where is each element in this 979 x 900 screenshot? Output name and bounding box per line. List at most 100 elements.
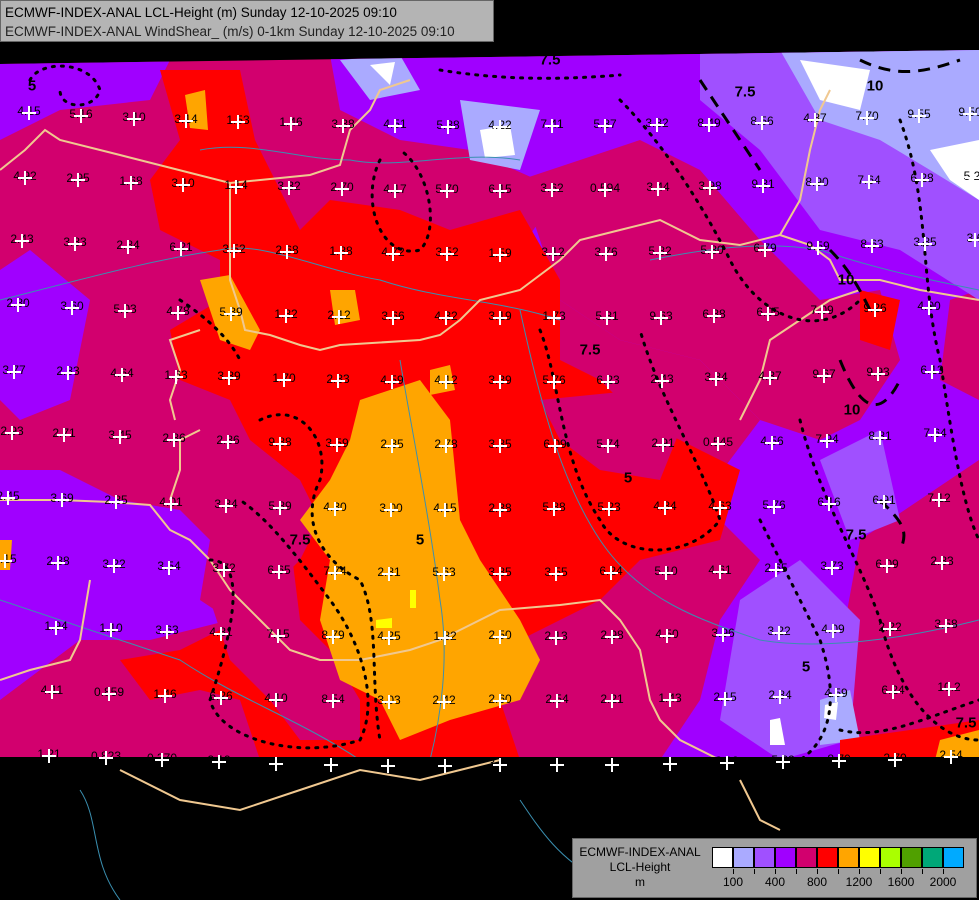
outside-borders [119,759,781,831]
station-plus-icon [386,247,400,261]
station-plus-icon [965,171,979,185]
station-plus-icon [817,369,831,383]
legend-tick [817,869,818,874]
station-plus-icon [269,693,283,707]
legend-tick [880,869,881,874]
station-plus-icon [601,439,615,453]
lcl-field [0,50,979,768]
station-plus-icon [282,181,296,195]
station-plus-icon [811,241,825,255]
station-plus-icon [832,754,846,768]
field-purple-west [0,470,230,700]
station-plus-icon [113,430,127,444]
station-plus-icon [873,431,887,445]
station-plus-icon [273,437,287,451]
legend-swatch [880,847,901,868]
station-plus-icon [826,624,840,638]
station-plus-icon [171,306,185,320]
legend-swatch [859,847,880,868]
field-orange-core [300,380,540,740]
station-plus-icon [918,237,932,251]
station-plus-icon [439,311,453,325]
station-plus-icon [765,436,779,450]
station-plus-icon [865,239,879,253]
station-plus-icon [326,694,340,708]
station-plus-icon [716,628,730,642]
station-plus-icon [0,554,12,568]
station-plus-icon [658,501,672,515]
station-plus-icon [935,556,949,570]
station-plus-icon [155,753,169,767]
station-plus-icon [160,625,174,639]
station-plus-icon [22,106,36,120]
legend-tick-label: 100 [722,875,744,889]
station-plus-icon [915,173,929,187]
station-plus-icon [547,502,561,516]
station-plus-icon [1,491,15,505]
windshear-contours-dashed [698,58,961,551]
station-plus-icon [883,622,897,636]
station-plus-icon [7,365,21,379]
station-plus-icon [42,749,56,763]
station-plus-icon [549,631,563,645]
legend-swatch [796,847,817,868]
title-windshear: ECMWF-INDEX-ANAL WindShear_ (m/s) 0-1km … [5,24,455,39]
station-value: 2.45 [0,489,20,503]
contour-label: 10 [843,401,861,419]
station-plus-icon [437,567,451,581]
station-plus-icon [277,373,291,387]
station-plus-icon [437,695,451,709]
station-plus-icon [605,630,619,644]
station-plus-icon [758,243,772,257]
legend-swatch [922,847,943,868]
station-plus-icon [928,428,942,442]
legend-tick [733,869,734,874]
legend-tick [859,869,860,874]
station-plus-icon [776,755,790,769]
station-plus-icon [755,116,769,130]
station-plus-icon [439,375,453,389]
station-plus-icon [118,304,132,318]
station-plus-icon [382,567,396,581]
station-plus-icon [888,753,902,767]
station-plus-icon [280,245,294,259]
station-plus-icon [224,307,238,321]
station-plus-icon [5,426,19,440]
title-lcl-height: ECMWF-INDEX-ANAL LCL-Height (m) Sunday 1… [5,5,397,20]
station-plus-icon [546,247,560,261]
legend-swatch [775,847,796,868]
station-value: 3.6 [966,231,979,245]
station-plus-icon [335,182,349,196]
legend-swatch [754,847,775,868]
legend-tick-label: 1600 [887,875,915,889]
station-plus-icon [334,246,348,260]
station-plus-icon [384,503,398,517]
station-plus-icon [493,184,507,198]
station-plus-icon [169,370,183,384]
station-plus-icon [653,246,667,260]
station-plus-icon [167,433,181,447]
station-plus-icon [438,631,452,645]
station-plus-icon [71,173,85,187]
station-plus-icon [162,561,176,575]
station-plus-icon [829,688,843,702]
contour-label: 7.5 [539,51,561,69]
station-plus-icon [222,371,236,385]
station-plus-icon [330,438,344,452]
station-plus-icon [772,626,786,640]
station-plus-icon [219,499,233,513]
station-plus-icon [99,751,113,765]
legend-tick [943,869,944,874]
station-plus-icon [880,559,894,573]
contour-label: 5 [27,77,37,95]
station-plus-icon [104,623,118,637]
contour-label: 5 [801,658,811,676]
contour-label: 7.5 [955,714,977,732]
station-plus-icon [121,240,135,254]
station-plus-icon [324,758,338,772]
station-plus-icon [654,311,668,325]
station-plus-icon [769,563,783,577]
windshear-contours-dotted [28,64,979,762]
station-plus-icon [822,497,836,511]
station-plus-icon [922,301,936,315]
